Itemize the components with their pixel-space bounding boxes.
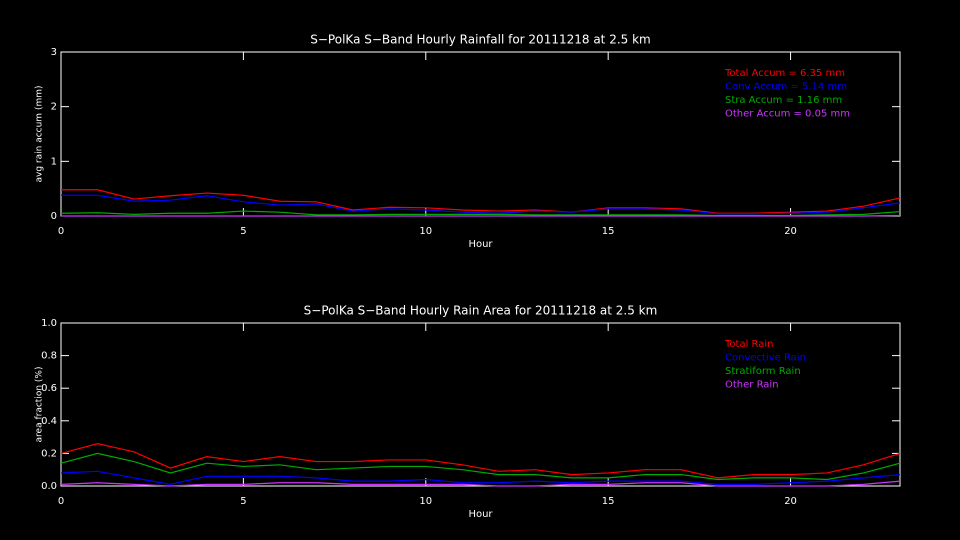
x-tick-label: 15 bbox=[602, 226, 615, 237]
data-line bbox=[61, 189, 901, 214]
legend-entry: Total Rain bbox=[724, 339, 774, 350]
data-line bbox=[61, 214, 901, 217]
y-tick-label: 0 bbox=[51, 211, 57, 222]
y-tick-label: 0.0 bbox=[41, 481, 57, 492]
legend-entry: Conv Accum = 5.14 mm bbox=[725, 82, 847, 93]
x-tick-label: 0 bbox=[58, 496, 64, 507]
x-tick-label: 0 bbox=[58, 226, 64, 237]
legend-entry: Stra Accum = 1.16 mm bbox=[725, 95, 842, 106]
data-line bbox=[60, 452, 901, 481]
x-tick-label: 10 bbox=[419, 226, 432, 237]
chart-title: S−PolKa S−Band Hourly Rainfall for 20111… bbox=[310, 33, 650, 47]
data-line bbox=[61, 194, 901, 215]
y-tick-label: 1 bbox=[51, 156, 57, 167]
y-axis-label: avg rain accum (mm) bbox=[35, 86, 45, 183]
y-tick-label: 3 bbox=[51, 47, 57, 58]
data-line bbox=[60, 470, 901, 485]
y-tick-label: 0.8 bbox=[41, 351, 57, 362]
y-tick-label: 0.6 bbox=[41, 383, 57, 394]
y-tick-label: 0.2 bbox=[41, 448, 57, 459]
legend-entry: Total Accum = 6.35 mm bbox=[724, 68, 845, 79]
x-tick-label: 5 bbox=[240, 226, 246, 237]
y-tick-label: 0.4 bbox=[41, 416, 57, 427]
x-tick-label: 10 bbox=[419, 496, 432, 507]
legend-entry: Convective Rain bbox=[725, 353, 806, 364]
data-line bbox=[60, 480, 901, 487]
legend-entry: Other Accum = 0.05 mm bbox=[725, 109, 850, 120]
plot-frame bbox=[60, 322, 901, 487]
data-line bbox=[60, 443, 901, 479]
y-axis-label: area fraction (%) bbox=[35, 367, 45, 443]
chart-title: S−PolKa S−Band Hourly Rain Area for 2011… bbox=[304, 304, 658, 318]
y-tick-label: 1.0 bbox=[41, 318, 57, 329]
y-tick-label: 2 bbox=[51, 102, 57, 113]
legend-entry: Stratiform Rain bbox=[725, 366, 801, 377]
x-tick-label: 20 bbox=[784, 226, 797, 237]
x-tick-label: 20 bbox=[784, 496, 797, 507]
x-tick-label: 5 bbox=[240, 496, 246, 507]
x-tick-label: 15 bbox=[602, 496, 615, 507]
x-axis-label: Hour bbox=[468, 239, 493, 250]
legend-entry: Other Rain bbox=[725, 380, 779, 391]
x-axis-label: Hour bbox=[468, 509, 493, 520]
